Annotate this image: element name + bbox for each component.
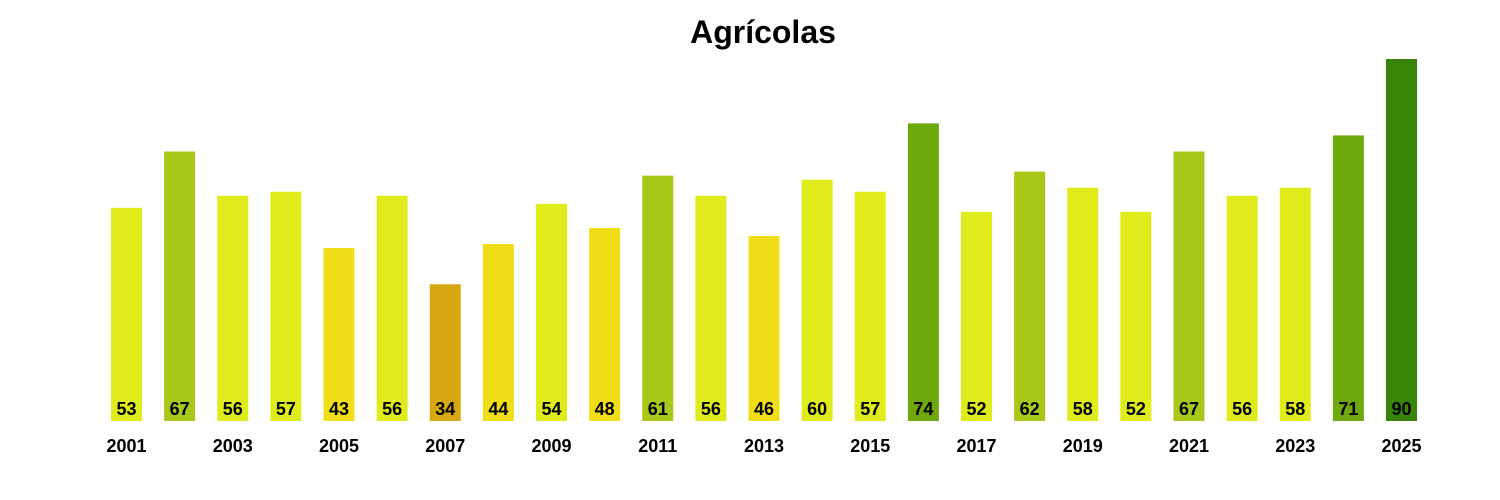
data-label: 71 (1338, 399, 1358, 419)
data-label: 54 (541, 399, 561, 419)
bar-2007 (429, 284, 461, 421)
x-tick-label: 2003 (213, 436, 253, 456)
data-label: 67 (1179, 399, 1199, 419)
data-label: 52 (966, 399, 986, 419)
x-tick-label: 2021 (1169, 436, 1209, 456)
bar-2004 (270, 191, 302, 421)
bars-group: 53 67 56 57 43 56 34 44 54 48 61 56 46 60 57 74 52 62 58 52… (111, 59, 1417, 421)
data-label: 58 (1073, 399, 1093, 419)
chart-title: Agrícolas (690, 14, 836, 50)
bar-2011 (642, 175, 674, 421)
x-tick-label: 2009 (531, 436, 571, 456)
x-axis-ticks: 2001 2003 2005 2007 2009 2011 2013 2015 2017 2019… (106, 436, 1421, 456)
data-label: 57 (276, 399, 296, 419)
x-tick-label: 2015 (850, 436, 890, 456)
data-label: 43 (329, 399, 349, 419)
bar-2003 (217, 195, 249, 421)
bar-2010 (589, 227, 621, 421)
data-label: 60 (807, 399, 827, 419)
x-tick-label: 2025 (1381, 436, 1421, 456)
bar-2023 (1279, 187, 1311, 421)
data-label: 67 (170, 399, 190, 419)
bar-2015 (854, 191, 886, 421)
bar-2021 (1173, 151, 1205, 421)
data-label: 44 (488, 399, 508, 419)
x-tick-label: 2007 (425, 436, 465, 456)
bar-2016 (907, 123, 939, 421)
data-label: 56 (701, 399, 721, 419)
data-label: 53 (116, 399, 136, 419)
bar-2024 (1332, 135, 1364, 421)
x-tick-label: 2023 (1275, 436, 1315, 456)
x-tick-label: 2019 (1063, 436, 1103, 456)
bar-2025 (1386, 59, 1417, 421)
bar-2013 (748, 235, 780, 421)
data-label: 56 (223, 399, 243, 419)
bar-2008 (482, 244, 514, 421)
data-label: 61 (648, 399, 668, 419)
bar-2001 (111, 207, 142, 421)
data-label: 56 (1232, 399, 1252, 419)
bar-2002 (164, 151, 196, 421)
data-label: 62 (1020, 399, 1040, 419)
bar-2017 (961, 211, 992, 421)
x-tick-label: 2005 (319, 436, 359, 456)
bar-2019 (1067, 187, 1099, 421)
data-label: 34 (435, 399, 455, 419)
bar-2006 (376, 195, 408, 421)
bar-2005 (323, 248, 355, 421)
x-tick-label: 2001 (106, 436, 146, 456)
data-label: 56 (382, 399, 402, 419)
data-label: 46 (754, 399, 774, 419)
x-tick-label: 2011 (638, 436, 677, 456)
data-label: 48 (595, 399, 615, 419)
data-label: 90 (1391, 399, 1411, 419)
x-tick-label: 2017 (956, 436, 996, 456)
bar-2012 (695, 195, 727, 421)
bar-2009 (536, 203, 567, 421)
data-label: 52 (1126, 399, 1146, 419)
bar-2020 (1120, 211, 1152, 421)
data-label: 57 (860, 399, 880, 419)
bar-2022 (1226, 195, 1258, 421)
bar-2018 (1014, 171, 1046, 421)
bar-2014 (801, 179, 833, 421)
data-label: 74 (913, 399, 933, 419)
data-label: 58 (1285, 399, 1305, 419)
x-tick-label: 2013 (744, 436, 784, 456)
